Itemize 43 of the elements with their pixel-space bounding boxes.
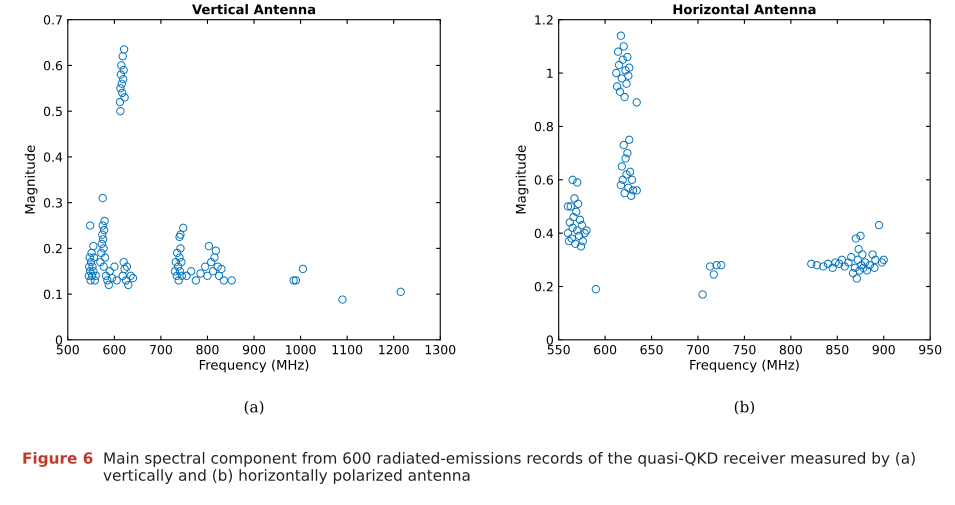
- x-tick-label: 950: [919, 344, 942, 354]
- y-tick-label: 0.4: [44, 152, 62, 162]
- x-tick-label: 600: [103, 344, 126, 354]
- x-tick-label: 1200: [379, 344, 409, 354]
- x-tick-label: 900: [242, 344, 266, 354]
- x-tick-label: 750: [734, 344, 756, 354]
- x-tick-label: 600: [594, 344, 616, 354]
- x-tick-label: 550: [548, 344, 570, 354]
- x-tick-label: 650: [640, 344, 663, 354]
- caption: Figure 6: [23, 452, 93, 467]
- y-tick-label: 0.7: [44, 15, 62, 25]
- y-tick-label: 0.6: [44, 60, 62, 70]
- x-axis-title: Frequency (MHz): [200, 360, 308, 372]
- x-tick-label: 1000: [286, 344, 316, 354]
- x-tick-label: 700: [150, 344, 172, 354]
- text: (b): [734, 400, 754, 415]
- y-tick-label: 0.6: [534, 175, 554, 185]
- y-tick-label: 0.2: [44, 244, 62, 254]
- y-tick-label: 0.3: [44, 198, 62, 208]
- x-tick-label: 800: [780, 344, 802, 354]
- y-axis-title: Magnitude: [24, 146, 38, 214]
- x-tick-label: 500: [56, 344, 79, 354]
- y-tick-label: 0.2: [534, 282, 553, 292]
- x-tick-label: 850: [826, 344, 848, 354]
- x-axis-title: Frequency (MHz): [690, 360, 799, 372]
- y-tick-label: 1: [547, 68, 553, 78]
- chart-title: Horizontal Antenna: [674, 4, 816, 14]
- chart-title: Vertical Antenna: [192, 4, 316, 14]
- x-tick-label: 800: [196, 344, 219, 354]
- y-tick-label: 0.8: [534, 122, 553, 132]
- y-tick-label: 0: [546, 335, 553, 345]
- text: (a): [244, 400, 264, 415]
- y-tick-label: 1.2: [535, 15, 553, 24]
- y-tick-label: 0.4: [534, 228, 554, 238]
- x-tick-label: 700: [687, 344, 710, 354]
- text: Main spectral component from 600 radiated-emissions records of the quasi-QKD receiver measured by (a) vertically and (b) horizontally polarized antenna: [103, 452, 915, 484]
- x-tick-label: 1300: [426, 344, 456, 354]
- x-tick-label: 900: [872, 344, 895, 354]
- y-tick-label: 0.5: [44, 106, 62, 116]
- x-tick-label: 1100: [332, 344, 362, 354]
- y-axis-title: Magnitude: [516, 146, 528, 214]
- y-tick-label: 0: [56, 335, 62, 345]
- y-tick-label: 0.1: [44, 290, 62, 300]
